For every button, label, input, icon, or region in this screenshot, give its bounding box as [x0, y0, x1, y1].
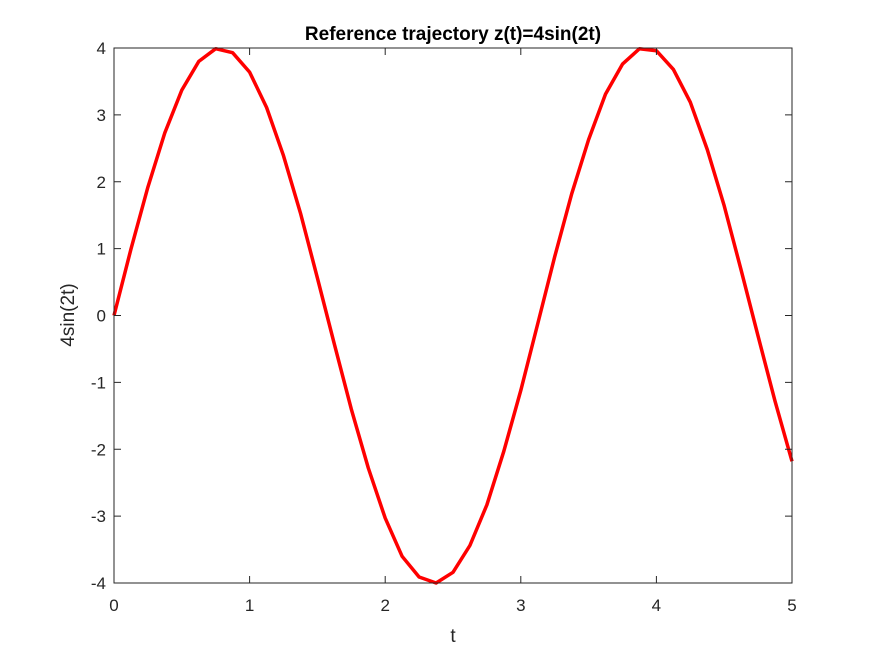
x-tick-label: 4 — [652, 596, 661, 615]
series-line — [112, 46, 794, 585]
tick-marks — [113, 47, 793, 584]
y-tick-label: -1 — [91, 373, 106, 392]
y-tick-label: -4 — [91, 574, 106, 593]
x-tick-labels: 0 1 2 3 4 5 — [109, 596, 796, 615]
series-layer — [112, 46, 794, 585]
x-tick-label: 1 — [245, 596, 254, 615]
y-tick-label: 3 — [97, 106, 106, 125]
y-tick-label: 4 — [97, 39, 106, 58]
x-tick-label: 5 — [787, 596, 796, 615]
y-axis-label: 4sin(2t) — [58, 283, 79, 346]
y-tick-label: -2 — [91, 440, 106, 459]
x-tick-label: 0 — [109, 596, 118, 615]
y-tick-label: 2 — [97, 173, 106, 192]
y-tick-labels: -4 -3 -2 -1 0 1 2 3 4 — [91, 39, 106, 593]
x-tick-label: 3 — [516, 596, 525, 615]
x-axis-label: t — [450, 626, 456, 647]
chart-title: Reference trajectory z(t)=4sin(2t) — [305, 24, 601, 45]
plot-area — [114, 48, 792, 583]
y-tick-label: 1 — [97, 240, 106, 259]
y-tick-label: -3 — [91, 507, 106, 526]
x-tick-label: 2 — [380, 596, 389, 615]
y-tick-label: 0 — [97, 307, 106, 326]
